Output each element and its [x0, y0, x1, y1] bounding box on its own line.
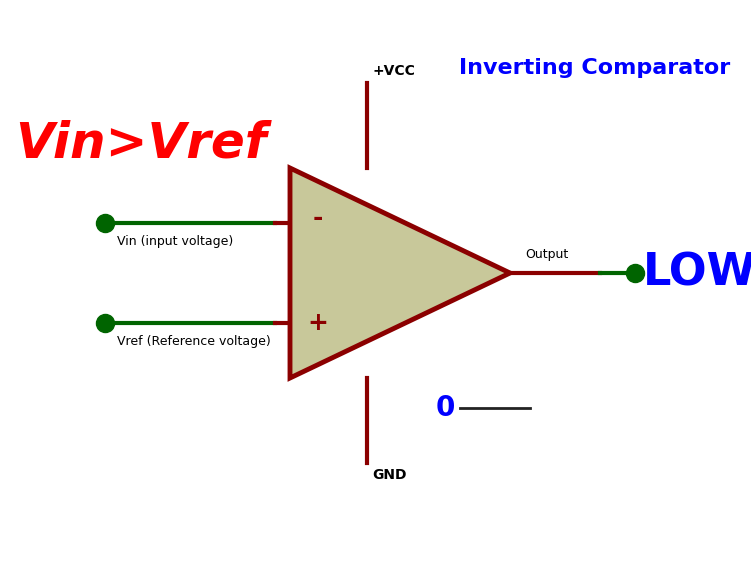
- Text: 0: 0: [436, 394, 455, 422]
- Text: Output: Output: [525, 248, 569, 261]
- Text: Vin>Vref: Vin>Vref: [15, 119, 267, 167]
- Text: LOW: LOW: [643, 252, 751, 294]
- Text: -: -: [313, 206, 323, 230]
- Polygon shape: [290, 168, 510, 378]
- Text: Vref (Reference voltage): Vref (Reference voltage): [117, 335, 271, 348]
- Text: Inverting Comparator: Inverting Comparator: [459, 58, 730, 78]
- Text: +VCC: +VCC: [372, 64, 415, 78]
- Text: +: +: [308, 311, 328, 335]
- Text: Vin (input voltage): Vin (input voltage): [117, 235, 234, 248]
- Text: GND: GND: [372, 468, 406, 482]
